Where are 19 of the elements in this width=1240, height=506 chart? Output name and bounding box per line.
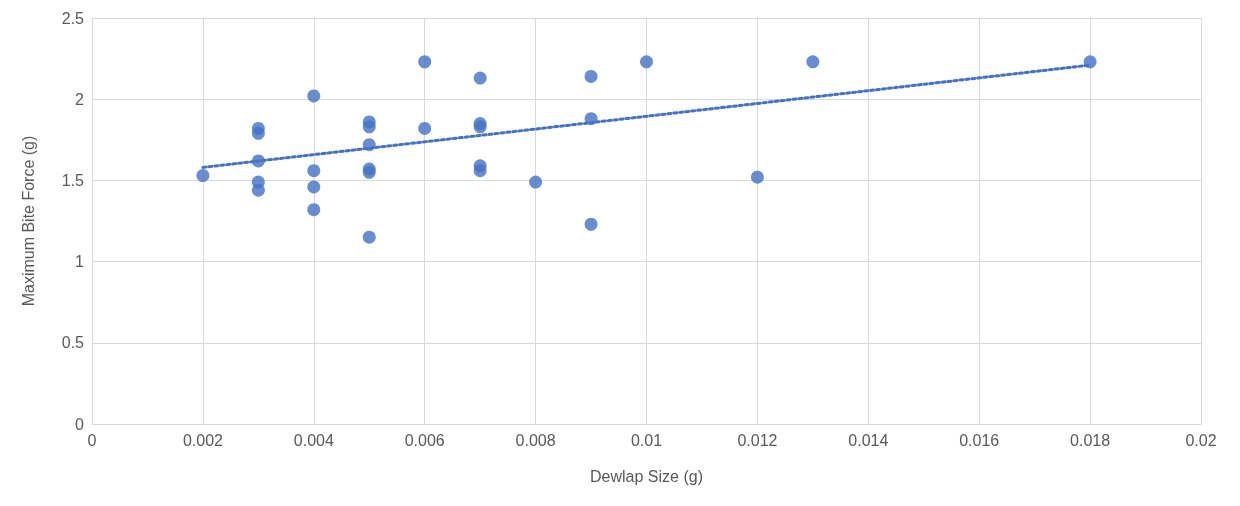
- x-tick-label: 0.02: [1185, 431, 1217, 449]
- x-tick-label: 0.002: [182, 431, 224, 449]
- x-tick-label: 0.018: [1070, 431, 1111, 449]
- y-tick-label: 0.5: [61, 334, 85, 352]
- y-axis-title: Maximum Bite Force (g): [19, 135, 37, 307]
- y-tick-label: 1: [75, 253, 85, 271]
- x-tick-label: 0.006: [404, 431, 445, 449]
- y-tick-label: 1.5: [61, 171, 85, 189]
- x-tick-label: 0.008: [515, 431, 556, 449]
- y-tick-label: 2: [75, 90, 85, 108]
- x-tick-label: 0.004: [293, 431, 334, 449]
- x-tick-label: 0.016: [959, 431, 1000, 449]
- x-tick-label: 0.012: [737, 431, 778, 449]
- x-tick-label: 0.01: [630, 431, 663, 449]
- y-tick-label: 0: [75, 415, 85, 433]
- x-tick-label: 0: [87, 431, 97, 449]
- y-tick-label: 2.5: [61, 9, 85, 27]
- x-tick-label: 0.014: [848, 431, 889, 449]
- x-axis-title: Dewlap Size (g): [590, 467, 703, 485]
